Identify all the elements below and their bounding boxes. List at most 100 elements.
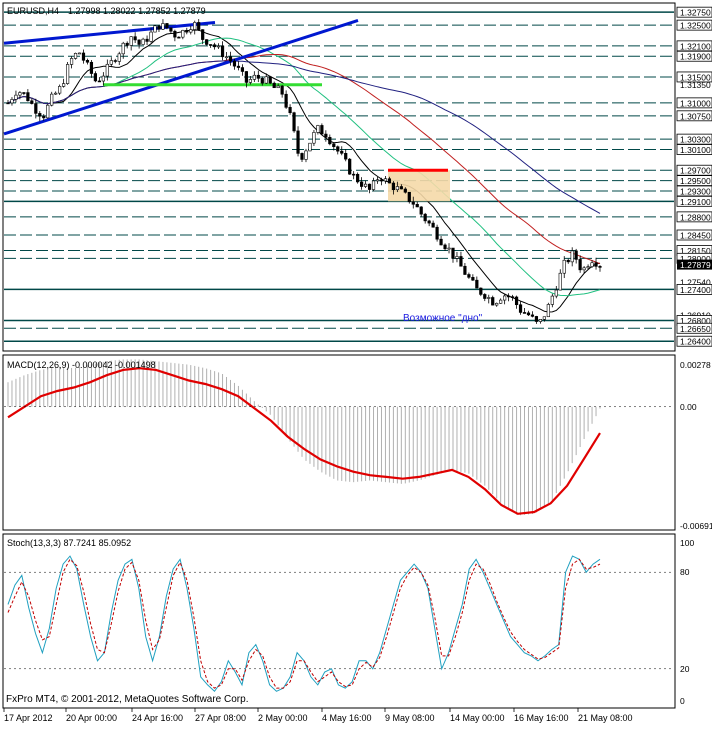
candle-body bbox=[133, 36, 137, 41]
price-tick-label: 1.32500 bbox=[680, 21, 711, 31]
candle-body bbox=[360, 181, 364, 187]
candle-body bbox=[495, 302, 499, 306]
time-tick-label: 4 May 16:00 bbox=[322, 713, 372, 723]
macd-tick-label: -0.00691 bbox=[680, 521, 712, 531]
candle-body bbox=[566, 259, 570, 263]
stoch-tick-label: 20 bbox=[680, 664, 690, 674]
price-tick-label: 1.30750 bbox=[680, 111, 711, 121]
candle-body bbox=[240, 67, 245, 72]
candle-body bbox=[312, 132, 316, 144]
macd-histogram bbox=[7, 359, 601, 516]
time-tick-label: 21 May 08:00 bbox=[578, 713, 633, 723]
stoch-axis: 100 80 20 0 bbox=[680, 538, 694, 706]
candle-body bbox=[530, 314, 535, 317]
price-label-box bbox=[676, 71, 712, 83]
candle-body bbox=[324, 133, 328, 138]
candle-body bbox=[209, 44, 213, 46]
time-tick-label: 20 Apr 00:00 bbox=[66, 713, 117, 723]
candle-body bbox=[395, 186, 399, 191]
resistance-zone bbox=[388, 170, 450, 202]
candle-body bbox=[574, 250, 578, 260]
candle-body bbox=[69, 58, 74, 65]
price-tick-label: 1.27879 bbox=[680, 260, 711, 270]
candle-body bbox=[264, 76, 268, 84]
price-label-box bbox=[676, 195, 712, 207]
candle-body bbox=[447, 247, 451, 250]
candle-body bbox=[268, 76, 272, 84]
candle-body bbox=[316, 125, 320, 133]
candle-body bbox=[149, 31, 153, 42]
candle-body bbox=[220, 45, 225, 58]
candle-body bbox=[415, 203, 419, 208]
candle-body bbox=[153, 25, 157, 33]
candle-body bbox=[487, 297, 491, 299]
price-label-box bbox=[676, 19, 712, 31]
candle-body bbox=[344, 152, 348, 160]
candle-body bbox=[439, 238, 443, 246]
macd-signal-line bbox=[7, 367, 601, 515]
price-tick-label: 1.31350 bbox=[680, 80, 711, 90]
candle-body bbox=[137, 39, 141, 45]
candle-body bbox=[177, 36, 181, 39]
candle-body bbox=[399, 186, 403, 190]
price-tick-label: 1.29300 bbox=[680, 186, 711, 196]
candle-body bbox=[526, 312, 531, 316]
candle-body bbox=[590, 262, 594, 267]
candle-body bbox=[594, 262, 598, 267]
price-tick-label: 1.26650 bbox=[680, 324, 711, 334]
ohlc-readout: 1.27998 1.28022 1.27852 1.27879 bbox=[68, 6, 206, 16]
price-tick-label: 1.26400 bbox=[680, 337, 711, 347]
candle-body bbox=[483, 294, 487, 299]
price-tick-label: 1.30300 bbox=[680, 135, 711, 145]
stoch-tick-label: 80 bbox=[680, 567, 690, 577]
candle-body bbox=[260, 78, 264, 84]
candle-body bbox=[54, 92, 58, 95]
candle-body bbox=[252, 74, 256, 80]
time-tick-label: 27 Apr 08:00 bbox=[195, 713, 246, 723]
time-tick-label: 24 Apr 16:00 bbox=[132, 713, 183, 723]
candle-body bbox=[427, 220, 431, 224]
candle-body bbox=[407, 191, 411, 203]
price-tick-label: 1.30100 bbox=[680, 145, 711, 155]
macd-signal-path bbox=[7, 367, 601, 515]
candle-body bbox=[288, 107, 292, 113]
candle-body bbox=[320, 125, 324, 135]
candle-body bbox=[514, 296, 519, 306]
bottom-annotation: Возможное "дно" bbox=[403, 313, 483, 324]
candle-body bbox=[81, 52, 86, 61]
time-tick-label: 16 May 16:00 bbox=[514, 713, 569, 723]
horizontal-levels bbox=[4, 11, 674, 342]
candle-body bbox=[34, 103, 38, 114]
candle-body bbox=[423, 213, 427, 222]
candle-body bbox=[443, 244, 447, 250]
candle-body bbox=[18, 92, 22, 96]
candle-body bbox=[165, 23, 169, 29]
candle-body bbox=[272, 82, 276, 89]
price-tick-label: 1.31000 bbox=[680, 98, 711, 108]
stoch-panel bbox=[2, 533, 676, 709]
candle-body bbox=[491, 297, 495, 306]
upper-trendline bbox=[3, 21, 216, 45]
candle-body bbox=[391, 182, 395, 191]
candle-body bbox=[181, 29, 185, 38]
candle-body bbox=[308, 142, 312, 152]
candle-body bbox=[475, 279, 479, 289]
candle-body bbox=[348, 158, 352, 175]
candle-body bbox=[30, 100, 34, 104]
candle-body bbox=[499, 299, 503, 304]
candle-body bbox=[224, 56, 229, 59]
candle-body bbox=[14, 94, 18, 100]
candle-body bbox=[248, 79, 252, 83]
price-tick-label: 1.26800 bbox=[680, 316, 711, 326]
price-tick-label: 1.28000 bbox=[680, 254, 711, 264]
candle-body bbox=[522, 312, 527, 314]
candle-body bbox=[22, 92, 26, 94]
candle-body bbox=[228, 56, 233, 62]
macd-tick-label: 0.00278 bbox=[680, 360, 711, 370]
candle-body bbox=[6, 102, 10, 105]
candle-body bbox=[356, 173, 360, 183]
price-label-box bbox=[676, 97, 712, 109]
candle-body bbox=[507, 295, 511, 298]
candle-body bbox=[554, 289, 558, 297]
